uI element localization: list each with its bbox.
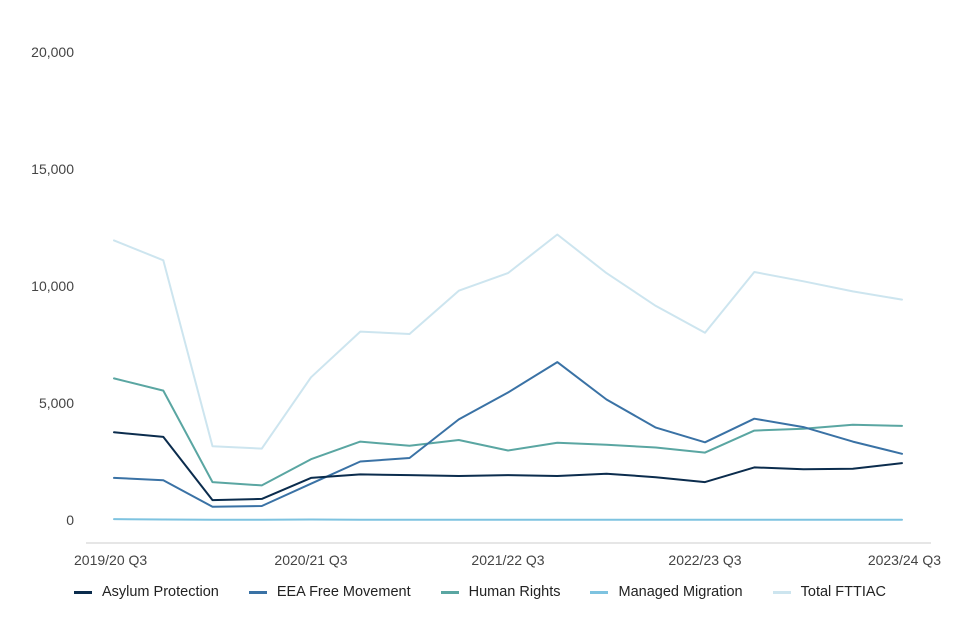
line-chart-plot: 0 5,000 10,000 15,000 20,000 2019/20 Q3 2020/2… bbox=[31, 44, 941, 568]
series-line-human-rights bbox=[113, 377, 903, 487]
legend-item: EEA Free Movement bbox=[248, 584, 411, 600]
legend-swatch bbox=[73, 590, 92, 594]
x-tick-label: 2021/22 Q3 bbox=[471, 552, 544, 568]
legend-item: Human Rights bbox=[440, 584, 561, 600]
y-tick-label: 0 bbox=[66, 512, 74, 528]
legend-label: Asylum Protection bbox=[101, 584, 219, 600]
series-line-asylum-protection bbox=[113, 431, 903, 502]
legend-label: Total FTTIAC bbox=[800, 584, 887, 600]
legend: Asylum Protection EEA Free Movement Human … bbox=[0, 584, 960, 600]
legend-item: Total FTTIAC bbox=[772, 584, 887, 600]
series-line-eea-free-movement bbox=[113, 361, 903, 508]
legend-item: Asylum Protection bbox=[73, 584, 219, 600]
x-tick-label: 2019/20 Q3 bbox=[74, 552, 147, 568]
legend-label: EEA Free Movement bbox=[276, 584, 411, 600]
y-tick-label: 10,000 bbox=[31, 278, 74, 294]
x-tick-label: 2023/24 Q3 bbox=[868, 552, 941, 568]
legend-label: Human Rights bbox=[468, 584, 561, 600]
legend-swatch bbox=[248, 590, 267, 594]
x-tick-label: 2022/23 Q3 bbox=[668, 552, 741, 568]
series-line-total-fttiac bbox=[113, 233, 903, 450]
legend-swatch bbox=[440, 590, 459, 594]
y-tick-label: 5,000 bbox=[39, 395, 74, 411]
x-tick-label: 2020/21 Q3 bbox=[274, 552, 347, 568]
legend-swatch bbox=[590, 590, 609, 594]
legend-swatch bbox=[772, 590, 791, 594]
legend-label: Managed Migration bbox=[618, 584, 743, 600]
y-tick-label: 15,000 bbox=[31, 161, 74, 177]
legend-item: Managed Migration bbox=[590, 584, 743, 600]
y-tick-label: 20,000 bbox=[31, 44, 74, 60]
series-line-managed-migration bbox=[113, 518, 903, 521]
